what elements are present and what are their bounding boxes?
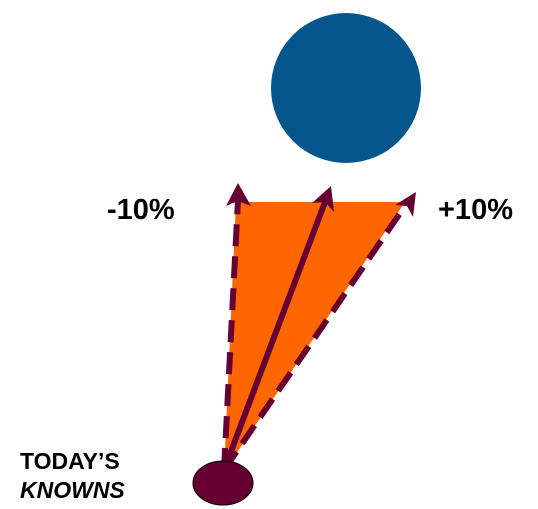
origin-label-line1: TODAY’S [20, 448, 120, 474]
lower-bound-arrowhead [226, 183, 251, 206]
target-circle [271, 13, 421, 163]
upper-bound-label: +10% [438, 194, 513, 226]
origin-label-line2: KNOWNS [20, 477, 125, 503]
central-estimate-arrowhead [312, 186, 334, 212]
upper-bound-arrowhead [395, 192, 416, 217]
upper-bound-arrow [221, 204, 408, 472]
origin-label: TODAY’S KNOWNS [20, 447, 125, 505]
lower-bound-arrow [221, 199, 241, 471]
central-estimate-arrow [221, 200, 328, 472]
lower-bound-label: -10% [107, 194, 175, 226]
origin-ellipse [192, 460, 254, 506]
